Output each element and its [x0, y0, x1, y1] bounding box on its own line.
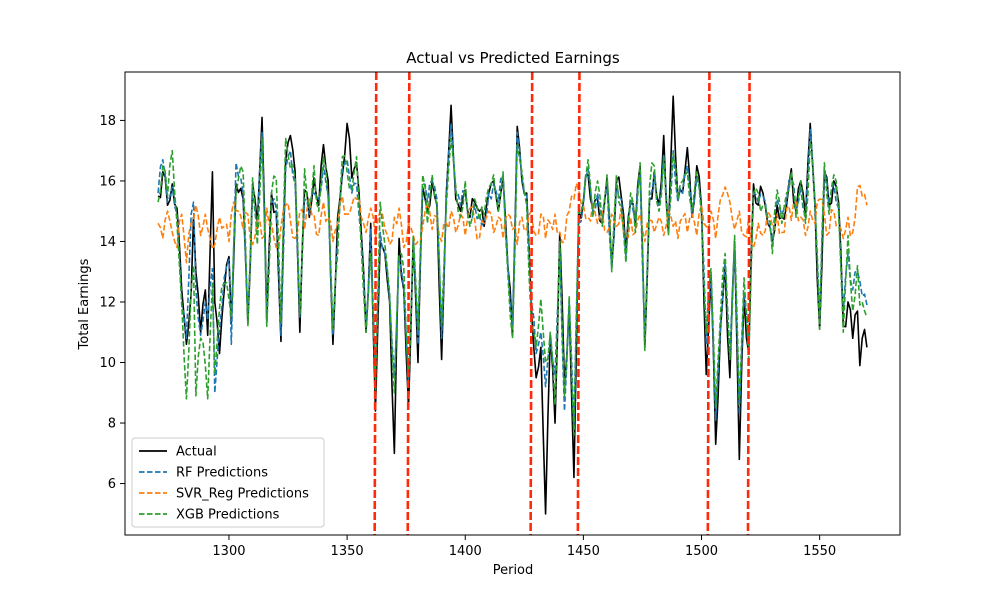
y-tick-label: 18: [99, 114, 116, 129]
x-axis-label: Period: [493, 563, 534, 578]
y-tick-label: 10: [99, 356, 116, 371]
series-group: [157, 72, 868, 535]
y-axis-label: Total Earnings: [77, 258, 92, 350]
legend-label-actual: Actual: [176, 445, 217, 460]
legend-label-rf-predictions: RF Predictions: [176, 466, 268, 481]
x-tick-label: 1350: [331, 544, 364, 559]
legend-label-svr-reg-predictions: SVR_Reg Predictions: [176, 487, 309, 502]
x-tick-label: 1300: [212, 544, 245, 559]
legend: Actual RF Predictions SVR_Reg Predictions X…: [131, 437, 325, 528]
y-tick-label: 16: [99, 174, 116, 189]
legend-label-xgb-predictions: XGB Predictions: [176, 508, 280, 523]
vertical-marker-2: [406, 72, 411, 535]
y-tick-label: 14: [99, 235, 116, 250]
axes: 1300 1350 1400 1450 1500 1550 6 8 10 12 14 16 18: [99, 71, 901, 559]
vertical-marker-3: [529, 72, 534, 535]
vertical-marker-1: [373, 72, 378, 535]
y-tick-label: 6: [108, 477, 116, 492]
x-tick-label: 1550: [803, 544, 836, 559]
vertical-marker-6: [746, 72, 751, 535]
x-tick-label: 1400: [449, 544, 482, 559]
y-tick-label: 8: [108, 417, 116, 432]
x-tick-label: 1500: [685, 544, 718, 559]
vertical-marker-4: [576, 72, 581, 535]
vertical-marker-5: [706, 72, 711, 535]
chart-title: Actual vs Predicted Earnings: [406, 49, 620, 67]
plot-content: [157, 72, 868, 535]
x-tick-label: 1450: [567, 544, 600, 559]
plot-frame: [124, 71, 901, 536]
legend-box: [131, 437, 325, 528]
y-tick-label: 12: [99, 295, 116, 310]
